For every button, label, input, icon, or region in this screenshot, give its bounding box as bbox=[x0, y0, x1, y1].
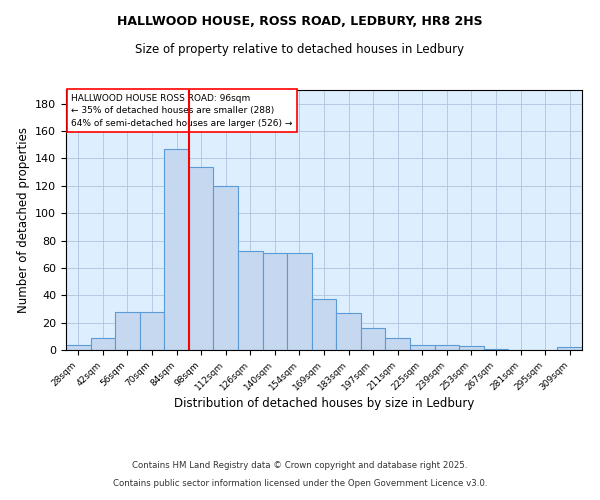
Text: HALLWOOD HOUSE ROSS ROAD: 96sqm
← 35% of detached houses are smaller (288)
64% o: HALLWOOD HOUSE ROSS ROAD: 96sqm ← 35% of… bbox=[71, 94, 293, 128]
Text: Contains HM Land Registry data © Crown copyright and database right 2025.: Contains HM Land Registry data © Crown c… bbox=[132, 461, 468, 470]
Bar bbox=[140, 312, 164, 350]
Bar bbox=[434, 344, 459, 350]
Bar bbox=[91, 338, 115, 350]
Bar bbox=[214, 186, 238, 350]
Bar bbox=[557, 348, 582, 350]
X-axis label: Distribution of detached houses by size in Ledbury: Distribution of detached houses by size … bbox=[174, 398, 474, 410]
Bar bbox=[238, 252, 263, 350]
Text: Contains public sector information licensed under the Open Government Licence v3: Contains public sector information licen… bbox=[113, 478, 487, 488]
Bar bbox=[287, 253, 312, 350]
Bar bbox=[484, 348, 508, 350]
Bar bbox=[115, 312, 140, 350]
Bar bbox=[336, 313, 361, 350]
Bar bbox=[263, 253, 287, 350]
Bar bbox=[361, 328, 385, 350]
Text: HALLWOOD HOUSE, ROSS ROAD, LEDBURY, HR8 2HS: HALLWOOD HOUSE, ROSS ROAD, LEDBURY, HR8 … bbox=[117, 15, 483, 28]
Bar bbox=[312, 300, 336, 350]
Bar bbox=[66, 344, 91, 350]
Bar bbox=[459, 346, 484, 350]
Bar bbox=[410, 344, 434, 350]
Bar bbox=[164, 149, 189, 350]
Y-axis label: Number of detached properties: Number of detached properties bbox=[17, 127, 29, 313]
Bar bbox=[189, 166, 214, 350]
Text: Size of property relative to detached houses in Ledbury: Size of property relative to detached ho… bbox=[136, 42, 464, 56]
Bar bbox=[385, 338, 410, 350]
